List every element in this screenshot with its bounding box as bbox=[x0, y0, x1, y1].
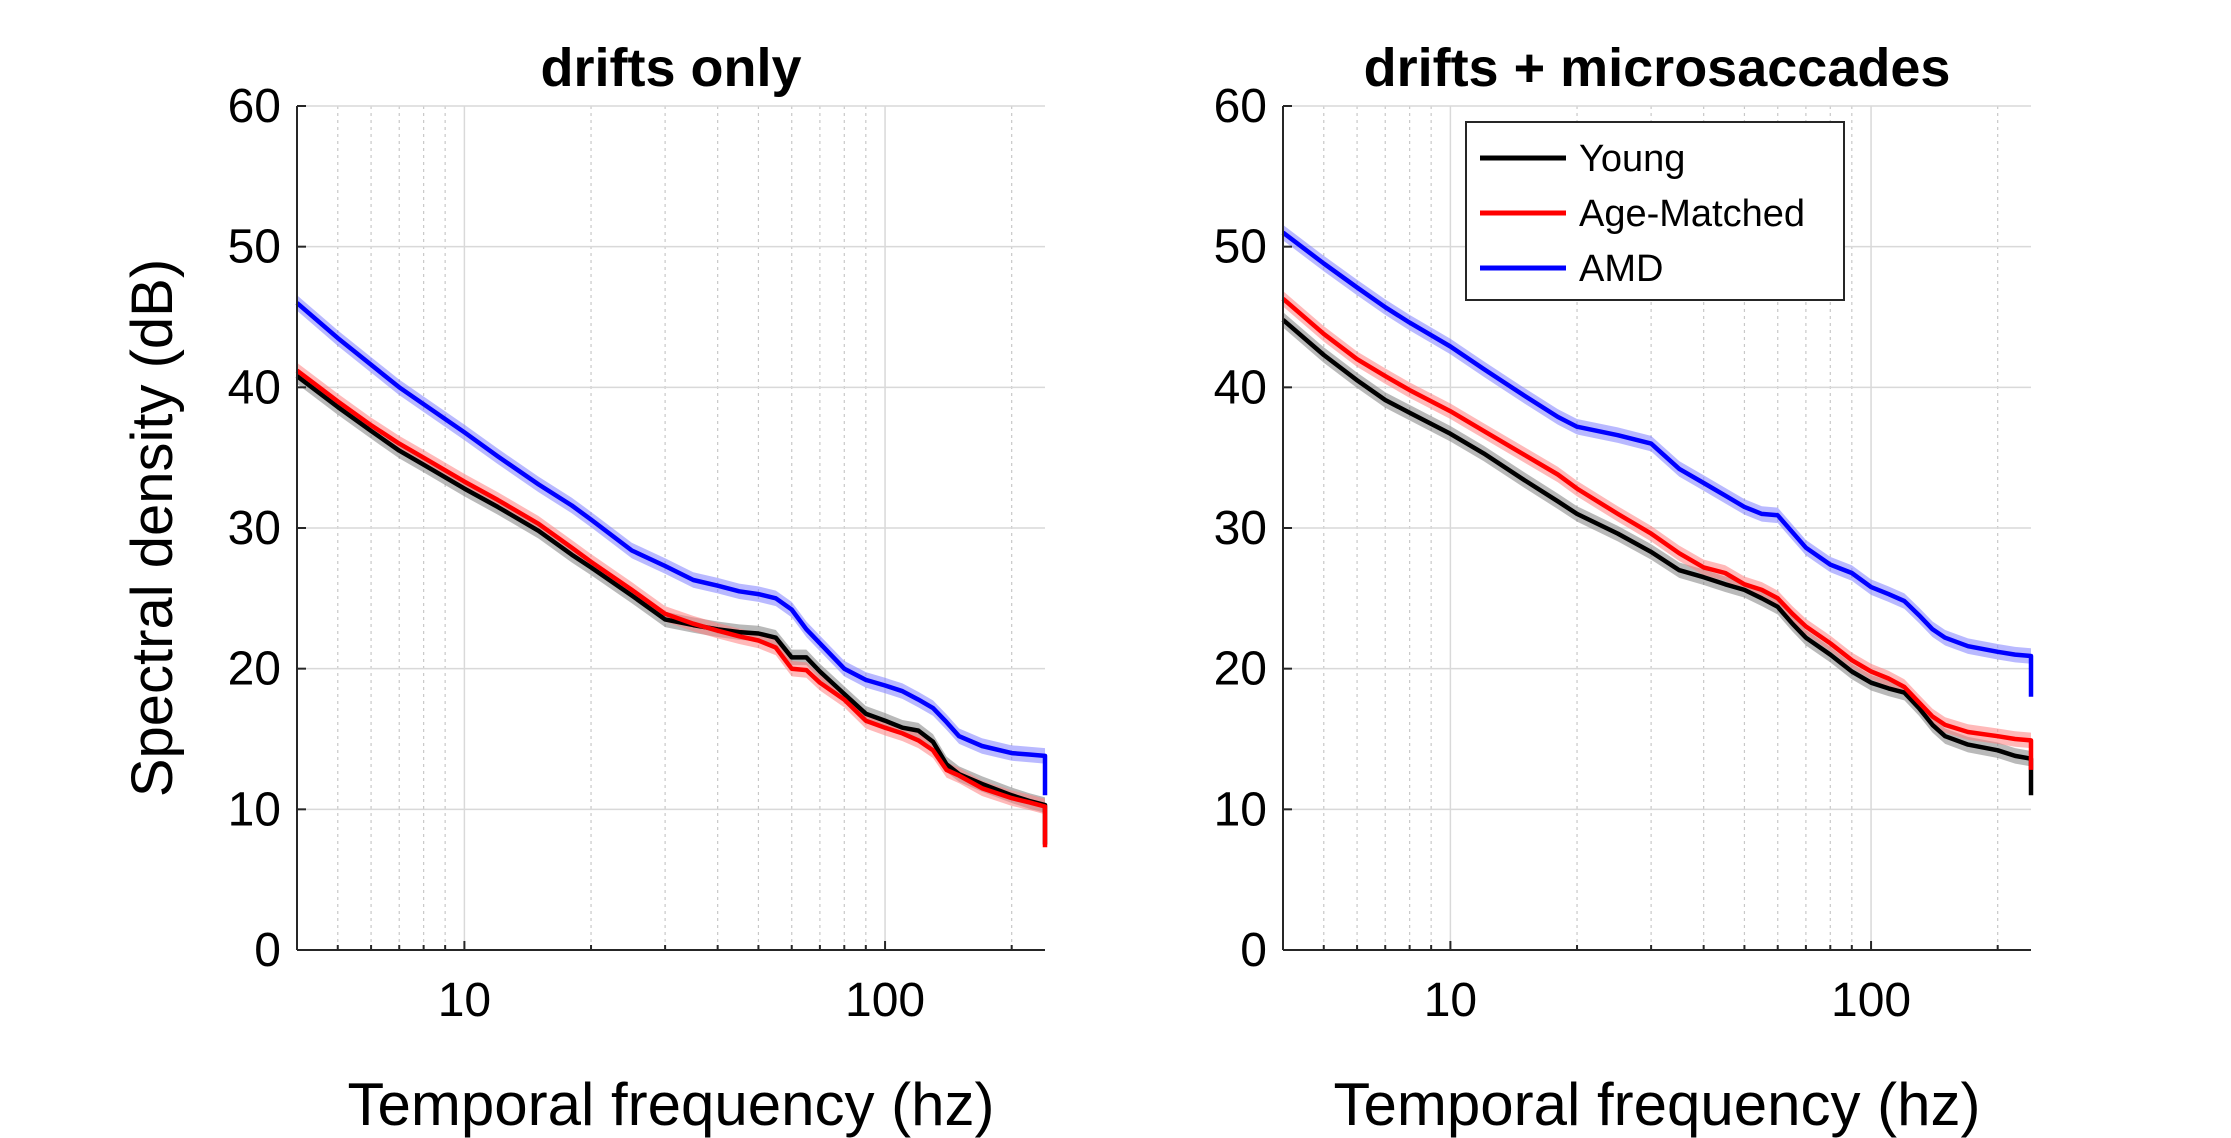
p0-grid bbox=[297, 105, 1045, 950]
p1-series-line-amd bbox=[1281, 230, 2034, 697]
p0-x-tick-label: 10 bbox=[438, 974, 491, 1027]
p0-x-axis-label: Temporal frequency (hz) bbox=[348, 1071, 995, 1138]
p0-y-tick-label: 40 bbox=[228, 361, 281, 414]
p0-y-tick-label: 0 bbox=[254, 924, 281, 977]
p1-y-tick-label: 0 bbox=[1240, 924, 1267, 977]
p0-y-tick-label: 60 bbox=[228, 80, 281, 133]
p1-series-line-age-matched bbox=[1281, 296, 2034, 770]
chart-panel-drifts-microsaccades: 0 10 20 30 40 50 60 10 100 drifts + microsaccades… bbox=[1214, 38, 2034, 1138]
p0-y-tick-label: 30 bbox=[228, 502, 281, 555]
p0-y-tick-label: 20 bbox=[228, 643, 281, 696]
p1-y-tick-label: 40 bbox=[1214, 361, 1267, 414]
p1-series-group bbox=[1281, 224, 2034, 804]
p0-chart-title: drifts only bbox=[540, 38, 801, 98]
p1-y-tick-label: 50 bbox=[1214, 221, 1267, 274]
p1-legend-label-young: Young bbox=[1579, 138, 1685, 180]
p1-y-tick-label: 10 bbox=[1214, 783, 1267, 836]
p0-band-age-matched bbox=[297, 362, 1045, 856]
p0-y-tick-label: 50 bbox=[228, 221, 281, 274]
p1-legend-label-amd: AMD bbox=[1579, 248, 1663, 290]
p1-y-tick-label: 20 bbox=[1214, 643, 1267, 696]
p1-axes: 0 10 20 30 40 50 60 10 100 bbox=[1214, 80, 2031, 1027]
p0-series-group bbox=[295, 295, 1048, 856]
p1-y-tick-label: 30 bbox=[1214, 502, 1267, 555]
p0-axes: 0 10 20 30 40 50 60 10 100 bbox=[228, 80, 1045, 1027]
p0-y-tick-label: 10 bbox=[228, 783, 281, 836]
p1-y-tick-label: 60 bbox=[1214, 80, 1267, 133]
p1-legend: Young Age-Matched AMD bbox=[1465, 121, 1845, 301]
p1-series-line-young bbox=[1281, 318, 2034, 796]
p1-x-axis-label: Temporal frequency (hz) bbox=[1334, 1071, 1981, 1138]
p1-chart-title: drifts + microsaccades bbox=[1364, 38, 1951, 98]
p0-series-line-amd bbox=[295, 301, 1048, 796]
p0-series-line-young bbox=[295, 374, 1048, 845]
chart-panel-drifts-only: 0 10 20 30 40 50 60 10 100 drifts only Temporal fr… bbox=[120, 38, 1048, 1138]
p0-x-tick-label: 100 bbox=[845, 974, 925, 1027]
p0-y-axis-label: Spectral density (dB) bbox=[120, 259, 185, 797]
p0-series-line-age-matched bbox=[295, 368, 1048, 848]
p1-legend-label-age-matched: Age-Matched bbox=[1579, 193, 1805, 235]
p1-x-tick-label: 100 bbox=[1831, 974, 1911, 1027]
p1-x-tick-label: 10 bbox=[1424, 974, 1477, 1027]
